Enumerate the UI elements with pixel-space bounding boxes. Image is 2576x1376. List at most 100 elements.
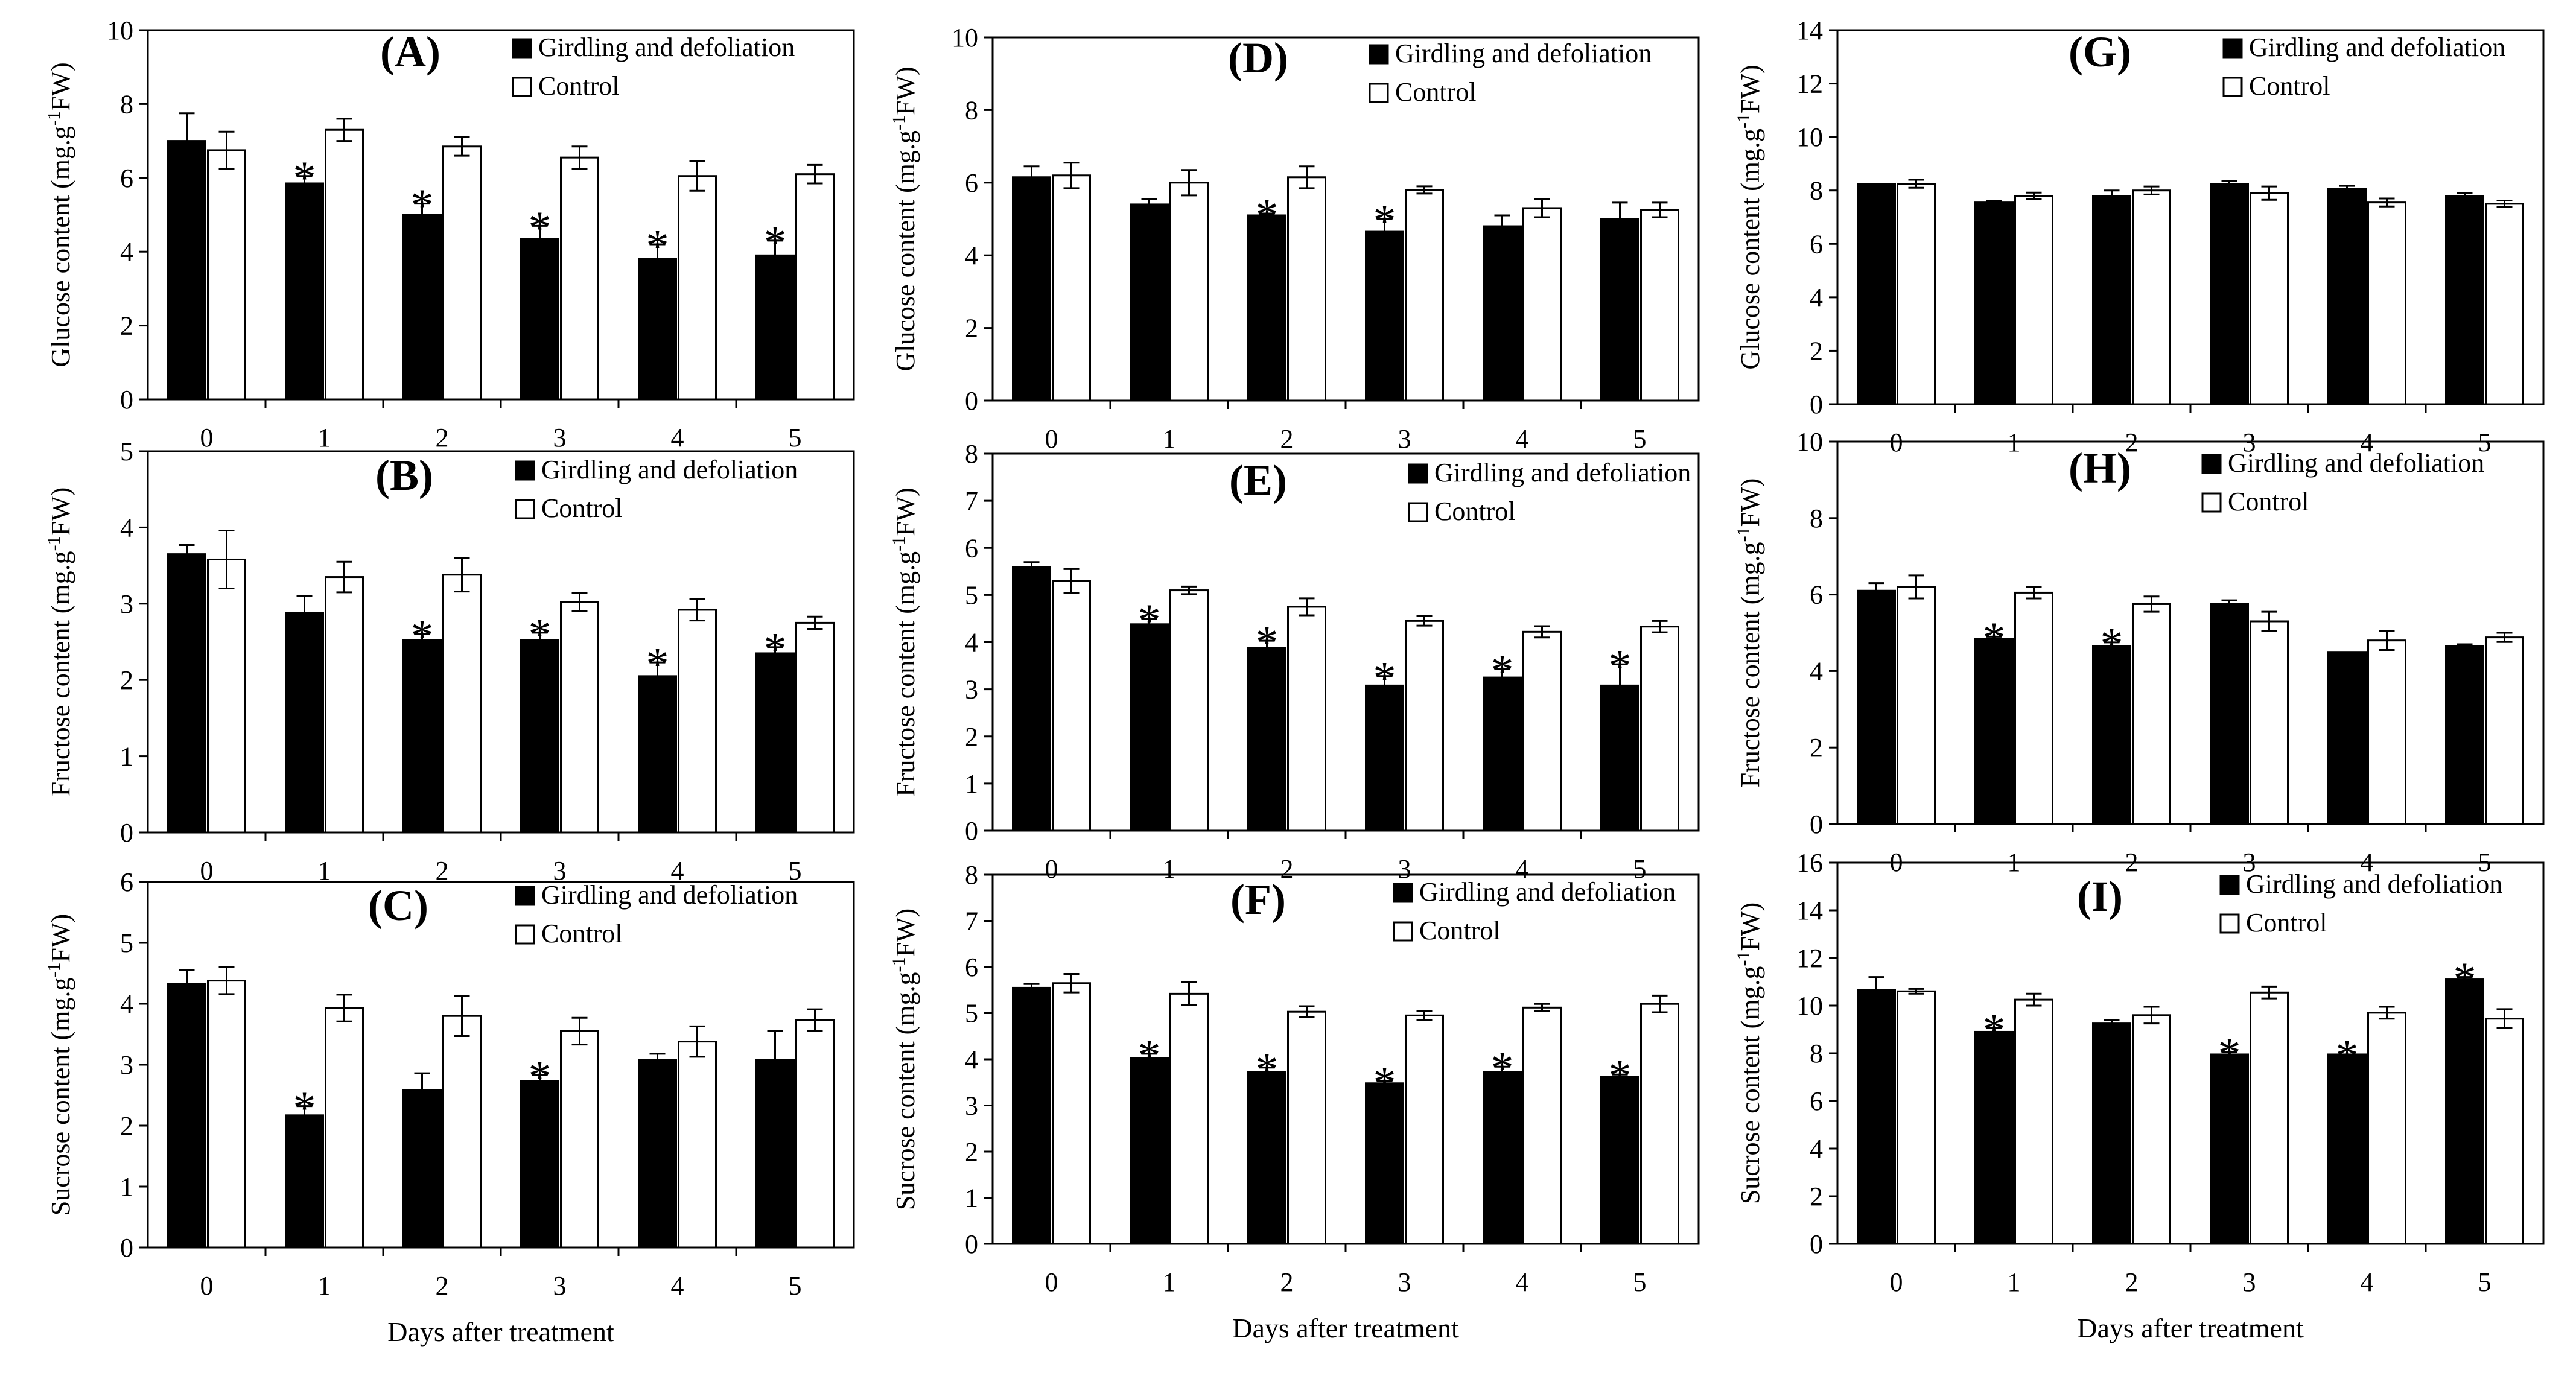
y-tick-label: 4	[120, 513, 133, 542]
plot-frame	[991, 452, 1700, 832]
significance-asterisk: *	[529, 1051, 552, 1102]
x-tick-label: 1	[1163, 424, 1176, 454]
significance-asterisk: *	[293, 153, 316, 203]
y-tick-label: 0	[965, 1229, 978, 1259]
plot-frame	[147, 881, 855, 1249]
y-axis-label-tail: FW)	[46, 914, 75, 963]
bar-control	[1169, 589, 1209, 832]
legend-swatch-control	[1408, 502, 1428, 522]
bar-control	[1405, 1014, 1444, 1245]
bar-girdling	[2445, 195, 2484, 405]
legend-label-girdling: Girdling and defoliation	[1395, 39, 1652, 68]
bar-control	[442, 1015, 482, 1249]
bar-control	[1522, 207, 1562, 402]
bar-control	[207, 980, 246, 1249]
y-tick-label: 1	[965, 769, 978, 799]
y-tick-label: 6	[1810, 229, 1823, 259]
x-tick-label: 3	[1398, 1267, 1411, 1297]
significance-asterisk: *	[1256, 1044, 1279, 1095]
bar-girdling	[755, 254, 795, 401]
significance-asterisk: *	[1373, 653, 1396, 703]
significance-asterisk: *	[1256, 617, 1279, 668]
panel-label: (F)	[1230, 875, 1286, 924]
x-axis-label: Days after treatment	[1232, 1313, 1459, 1343]
bar-girdling	[1857, 183, 1896, 405]
bar-control	[2132, 603, 2171, 825]
bar-girdling	[2210, 183, 2249, 405]
legend-swatch-girdling	[512, 38, 532, 59]
bar-girdling	[2445, 978, 2484, 1245]
significance-asterisk: *	[2101, 619, 2123, 670]
y-tick-label: 0	[1810, 1229, 1823, 1259]
y-tick-label: 1	[965, 1184, 978, 1213]
x-tick-label: 2	[1280, 424, 1294, 454]
legend-swatch-girdling	[515, 886, 535, 906]
legend-label-control: Control	[541, 919, 622, 948]
panel-label: (E)	[1229, 456, 1287, 504]
bar-control	[1640, 626, 1679, 832]
bar-girdling	[402, 1089, 442, 1249]
x-tick-label: 0	[200, 856, 214, 886]
legend-label-control: Control	[2246, 908, 2327, 937]
y-axis-label: Sucrose content (mg.g-1FW)	[889, 908, 921, 1210]
legend-swatch-control	[2222, 77, 2243, 97]
y-tick-label: 8	[120, 89, 133, 119]
bar-control	[795, 621, 835, 834]
legend-swatch-girdling	[1408, 463, 1428, 484]
y-axis-label-superscript: -1	[889, 536, 909, 551]
bar-girdling	[2210, 1053, 2249, 1245]
legend-label-girdling: Girdling and defoliation	[2228, 448, 2484, 478]
y-axis-label: Fructose content (mg.g-1FW)	[889, 487, 921, 797]
legend-swatch-control	[2219, 913, 2240, 934]
bar-girdling	[1483, 676, 1522, 832]
legend-swatch-control	[1369, 83, 1389, 103]
bar-girdling	[285, 612, 324, 834]
bar-girdling	[2327, 651, 2367, 825]
legend-swatch-girdling	[2201, 454, 2222, 474]
significance-asterisk: *	[529, 202, 552, 253]
x-tick-label: 3	[1398, 424, 1411, 454]
y-tick-label: 6	[1810, 1086, 1823, 1116]
y-axis-label-superscript: -1	[1734, 113, 1754, 128]
bar-girdling	[638, 675, 677, 834]
bar-control	[2367, 201, 2406, 405]
y-tick-label: 6	[120, 867, 133, 897]
bar-control	[2367, 639, 2406, 825]
x-tick-label: 2	[1280, 854, 1294, 884]
bar-girdling	[285, 182, 324, 401]
panel-a: 0 2 4 6 8 10 Glucose content (mg.g-1FW) 0 1 * 2 * 3 *…	[44, 16, 855, 452]
y-tick-label: 6	[965, 533, 978, 563]
bar-girdling	[1365, 1082, 1404, 1245]
bar-girdling	[520, 639, 559, 834]
y-tick-label: 3	[120, 1050, 133, 1080]
bar-girdling	[1600, 1076, 1639, 1245]
bar-girdling	[638, 258, 677, 401]
bar-control	[2014, 998, 2053, 1245]
x-tick-label: 5	[1633, 854, 1647, 884]
bar-control	[1897, 990, 1936, 1245]
bar-control	[442, 145, 482, 401]
y-axis-label-superscript: -1	[44, 536, 64, 551]
legend-label-control: Control	[1395, 77, 1476, 107]
y-tick-label: 1	[120, 742, 133, 772]
y-tick-label: 8	[965, 95, 978, 125]
legend-swatch-control	[2201, 492, 2222, 513]
bar-control	[2485, 203, 2524, 405]
y-axis-label: Sucrose content (mg.g-1FW)	[44, 914, 76, 1216]
y-tick-label: 6	[120, 163, 133, 193]
bar-girdling	[1974, 638, 2014, 825]
significance-asterisk: *	[764, 624, 787, 674]
y-tick-label: 2	[120, 1111, 133, 1141]
bar-girdling	[1974, 201, 2014, 405]
x-tick-label: 0	[1045, 424, 1058, 454]
bar-girdling	[1365, 684, 1404, 832]
bar-control	[560, 601, 599, 834]
significance-asterisk: *	[646, 639, 669, 690]
y-tick-label: 4	[1810, 656, 1823, 686]
bar-girdling	[167, 140, 206, 401]
y-axis-label-tail: FW)	[891, 908, 920, 957]
y-tick-label: 4	[1810, 283, 1823, 312]
legend-label-girdling: Girdling and defoliation	[1419, 877, 1676, 907]
x-tick-label: 2	[436, 856, 449, 886]
